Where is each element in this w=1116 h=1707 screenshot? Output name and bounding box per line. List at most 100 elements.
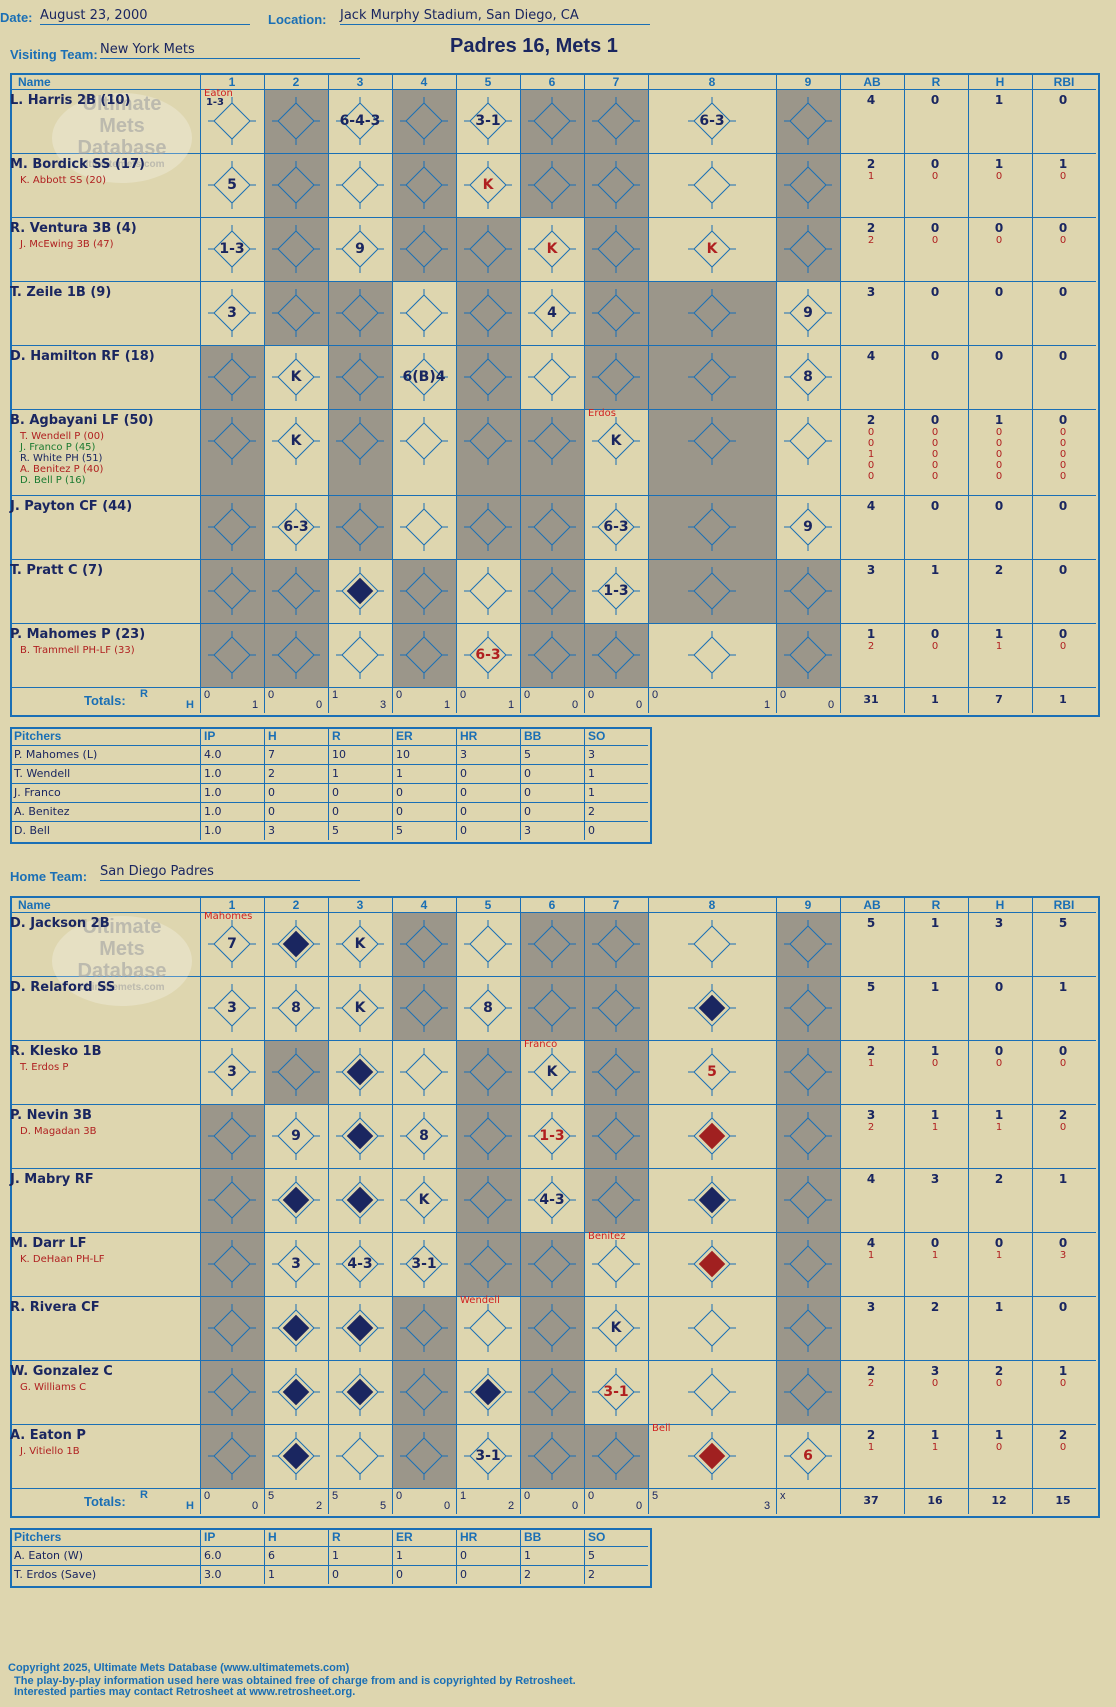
home-substitute-name: K. DeHaan PH-LF [20, 1254, 105, 1265]
home-pitcher-stat: 1 [396, 1549, 403, 1562]
home-pitcher-stat: 0 [460, 1549, 467, 1562]
retrosheet-line: The play-by-play information used here w… [14, 1675, 576, 1687]
visitor-play-notation: 3-1 [475, 113, 501, 129]
home-col-header: Name [18, 898, 51, 912]
visitor-inning-hits: 1 [764, 699, 771, 711]
home-play-notation: 4-3 [539, 1192, 565, 1208]
home-diamond [688, 1432, 736, 1480]
home-diamond [272, 1112, 320, 1160]
visitor-substitute-name: J. McEwing 3B (47) [20, 239, 114, 250]
visitor-col-header: AB [863, 75, 881, 89]
home-stat-value: 3 [930, 1172, 940, 1186]
home-diamond [272, 1048, 320, 1096]
visitor-play-notation: 1-3 [219, 241, 245, 257]
home-col-rule [648, 896, 649, 1514]
visitor-stat-value: 1 [994, 413, 1004, 427]
visitor-stat-value: 1 [994, 627, 1004, 641]
home-runs-key: R [140, 1489, 148, 1501]
home-batter-name: W. Gonzalez C [10, 1364, 113, 1379]
home-pitchers-header: Pitchers [14, 1530, 62, 1544]
home-diamond [336, 1368, 384, 1416]
home-play-notation: 3-1 [411, 1256, 437, 1272]
home-diamond [400, 1240, 448, 1288]
home-diamond [464, 1240, 512, 1288]
home-col-rule [584, 896, 585, 1514]
home-diamond [400, 1112, 448, 1160]
visitor-stat-value: 1 [867, 171, 875, 182]
home-diamond [688, 1176, 736, 1224]
home-watermark-logo: Ultimate Mets Database ultimatemets.com [52, 916, 192, 1006]
home-stat-value: 2 [994, 1364, 1004, 1378]
visitor-pitchers-header: BB [524, 729, 542, 743]
home-play-notation: 3 [227, 1064, 237, 1080]
home-stat-value: 4 [866, 1172, 876, 1186]
visitor-batter-name: T. Zeile 1B (9) [10, 285, 112, 300]
visitor-header-rule [10, 89, 1096, 90]
home-play-notation: 7 [227, 936, 237, 952]
visitor-stat-value: 0 [1058, 349, 1068, 363]
home-stat-value: 1 [867, 1058, 875, 1069]
visitor-stat-value: 0 [930, 285, 940, 299]
visitor-stat-value: 0 [1059, 235, 1067, 246]
home-stat-value: 1 [931, 1250, 939, 1261]
home-diamond [784, 1176, 832, 1224]
home-diamond [272, 1432, 320, 1480]
visitor-stat-value: 0 [1058, 93, 1068, 107]
home-col-header: 3 [356, 898, 364, 912]
home-run-scored-diamond [336, 1048, 384, 1096]
visitor-col-rule [456, 73, 457, 713]
visitor-stat-value: 0 [1059, 641, 1067, 652]
visitor-diamond [528, 353, 576, 401]
visitor-pitcher-stat: 0 [460, 767, 467, 780]
home-pitcher-stat: 1 [332, 1549, 339, 1562]
home-diamond [336, 1048, 384, 1096]
home-stat-value: 3 [1059, 1250, 1067, 1261]
home-stat-value: 2 [866, 1044, 876, 1058]
visitor-stat-value: 0 [930, 157, 940, 171]
visitor-pitchers-header: R [332, 729, 341, 743]
visitor-inning-runs: 0 [524, 689, 531, 701]
home-pitching-change-note: Franco [524, 1039, 558, 1050]
visitor-stat-value: 0 [930, 627, 940, 641]
home-pitchers-header: R [332, 1530, 341, 1544]
home-stat-value: 1 [995, 1250, 1003, 1261]
visitor-play-notation: K [290, 433, 302, 449]
home-run-scored-diamond [272, 1368, 320, 1416]
home-pitcher-stat: 2 [524, 1568, 531, 1581]
home-col-rule [776, 896, 777, 1514]
visitor-stat-value: 0 [930, 349, 940, 363]
home-diamond [592, 1112, 640, 1160]
home-pitching-change-note: Mahomes [204, 911, 253, 922]
visitor-pitchers-row-rule [10, 745, 648, 746]
visitor-pitcher-stat: 0 [460, 786, 467, 799]
home-diamond [592, 920, 640, 968]
visitor-diamond [400, 289, 448, 337]
visitor-row-rule [10, 345, 1096, 346]
home-pitcher-stat: 0 [460, 1568, 467, 1581]
visitor-substitute-name: D. Bell P (16) [20, 475, 86, 486]
visitor-play-notation: 9 [803, 305, 813, 321]
home-diamond [208, 1112, 256, 1160]
home-run-scored-diamond [336, 1304, 384, 1352]
visitor-pitcher-stat: D. Bell [14, 824, 50, 837]
visitor-pitcher-stat: 1.0 [204, 767, 222, 780]
visitor-diamond [272, 631, 320, 679]
visitor-pitcher-stat: 7 [268, 748, 275, 761]
visitor-col-header: Name [18, 75, 51, 89]
visitor-stat-value: 0 [931, 427, 939, 438]
visitor-stat-value: 0 [995, 438, 1003, 449]
home-diamond [592, 1304, 640, 1352]
home-col-header: 8 [708, 898, 716, 912]
home-substitute-name: T. Erdos P [20, 1062, 69, 1073]
home-diamond [272, 920, 320, 968]
home-run-scored-diamond [272, 1304, 320, 1352]
home-diamond [336, 1176, 384, 1224]
home-diamond [528, 920, 576, 968]
visitor-inning-runs: 0 [460, 689, 467, 701]
visitor-play-notation: 6-4-3 [339, 113, 381, 129]
visitor-pitcher-stat: 10 [332, 748, 346, 761]
visitor-inning-runs: 0 [396, 689, 403, 701]
home-pitchers-header: IP [204, 1530, 216, 1544]
visitor-col-rule [648, 73, 649, 713]
visitor-row-rule [10, 217, 1096, 218]
